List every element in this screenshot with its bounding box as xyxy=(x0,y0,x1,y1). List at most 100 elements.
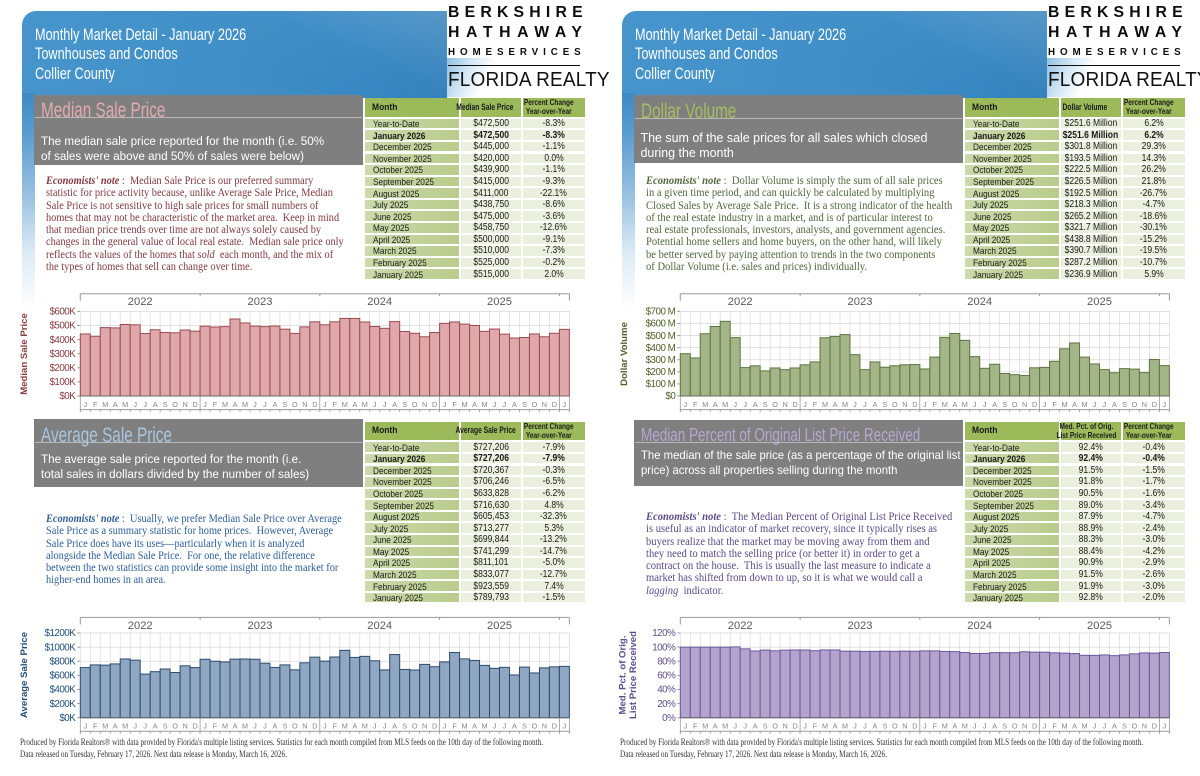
svg-text:$100 M: $100 M xyxy=(646,379,676,390)
svg-text:M: M xyxy=(481,722,487,731)
svg-text:J: J xyxy=(973,722,977,731)
svg-text:D: D xyxy=(912,722,917,731)
svg-text:A: A xyxy=(992,722,997,731)
svg-text:N: N xyxy=(182,722,187,731)
svg-text:F: F xyxy=(693,722,698,731)
svg-text:D: D xyxy=(192,722,197,731)
svg-text:J: J xyxy=(563,722,567,731)
svg-text:A: A xyxy=(753,400,758,409)
svg-text:J: J xyxy=(1043,722,1047,731)
svg-text:S: S xyxy=(882,722,887,731)
svg-text:Median Sale Price: Median Sale Price xyxy=(19,313,30,395)
svg-text:D: D xyxy=(1032,400,1037,409)
svg-text:O: O xyxy=(532,722,538,731)
svg-text:D: D xyxy=(312,400,317,409)
svg-text:20%: 20% xyxy=(657,699,676,710)
svg-text:2022: 2022 xyxy=(128,296,153,308)
svg-text:J: J xyxy=(263,722,267,731)
svg-text:D: D xyxy=(552,400,557,409)
svg-text:O: O xyxy=(172,722,178,731)
svg-text:$600K: $600K xyxy=(49,307,76,318)
svg-text:N: N xyxy=(302,722,307,731)
svg-text:60%: 60% xyxy=(657,671,676,682)
svg-text:J: J xyxy=(493,722,497,731)
svg-text:J: J xyxy=(503,400,507,409)
svg-text:J: J xyxy=(383,400,387,409)
svg-text:J: J xyxy=(1103,400,1107,409)
svg-text:2023: 2023 xyxy=(848,296,873,308)
svg-text:M: M xyxy=(962,722,968,731)
svg-text:M: M xyxy=(722,400,728,409)
svg-text:D: D xyxy=(1152,400,1157,409)
svg-text:J: J xyxy=(853,722,857,731)
svg-text:J: J xyxy=(1103,722,1107,731)
svg-text:2022: 2022 xyxy=(728,296,753,308)
svg-text:2024: 2024 xyxy=(367,296,392,308)
svg-text:M: M xyxy=(822,400,828,409)
svg-text:$600K: $600K xyxy=(49,671,76,682)
svg-text:M: M xyxy=(722,722,728,731)
svg-text:J: J xyxy=(443,722,447,731)
svg-text:J: J xyxy=(203,722,207,731)
svg-text:J: J xyxy=(923,400,927,409)
svg-text:N: N xyxy=(1142,722,1147,731)
svg-text:M: M xyxy=(1062,400,1068,409)
svg-text:J: J xyxy=(203,400,207,409)
svg-text:O: O xyxy=(1012,722,1018,731)
svg-text:O: O xyxy=(292,400,298,409)
svg-text:$500 M: $500 M xyxy=(646,331,676,342)
svg-text:F: F xyxy=(213,722,218,731)
svg-text:J: J xyxy=(323,400,327,409)
svg-text:$200K: $200K xyxy=(49,699,76,710)
svg-text:2023: 2023 xyxy=(248,296,273,308)
svg-text:N: N xyxy=(542,400,547,409)
svg-text:J: J xyxy=(733,722,737,731)
svg-text:M: M xyxy=(942,400,948,409)
svg-text:A: A xyxy=(833,400,838,409)
svg-text:M: M xyxy=(222,400,228,409)
svg-text:S: S xyxy=(522,400,527,409)
svg-text:F: F xyxy=(693,400,698,409)
svg-text:A: A xyxy=(472,400,477,409)
svg-text:M: M xyxy=(942,722,948,731)
svg-text:A: A xyxy=(153,400,158,409)
svg-text:M: M xyxy=(102,722,108,731)
svg-text:$800K: $800K xyxy=(49,656,76,667)
svg-text:2024: 2024 xyxy=(967,296,992,308)
svg-text:M: M xyxy=(242,722,248,731)
svg-text:A: A xyxy=(1112,722,1117,731)
svg-text:A: A xyxy=(233,722,238,731)
svg-text:J: J xyxy=(253,722,257,731)
svg-text:2025: 2025 xyxy=(1087,296,1112,308)
svg-text:$0K: $0K xyxy=(59,713,76,724)
svg-text:A: A xyxy=(352,400,357,409)
svg-text:D: D xyxy=(552,722,557,731)
svg-text:F: F xyxy=(333,722,338,731)
svg-text:2022: 2022 xyxy=(128,620,153,632)
svg-text:S: S xyxy=(402,722,407,731)
svg-text:F: F xyxy=(813,722,818,731)
svg-text:D: D xyxy=(432,722,437,731)
svg-text:M: M xyxy=(1062,722,1068,731)
svg-text:J: J xyxy=(983,400,987,409)
svg-text:M: M xyxy=(1081,722,1087,731)
svg-text:J: J xyxy=(373,400,377,409)
svg-text:$400K: $400K xyxy=(49,335,76,346)
svg-text:N: N xyxy=(542,722,547,731)
svg-text:M: M xyxy=(842,722,848,731)
svg-text:J: J xyxy=(1043,400,1047,409)
svg-text:A: A xyxy=(392,400,397,409)
svg-text:N: N xyxy=(302,400,307,409)
svg-text:M: M xyxy=(342,400,348,409)
svg-text:J: J xyxy=(263,400,267,409)
svg-text:S: S xyxy=(1002,722,1007,731)
svg-text:O: O xyxy=(172,400,178,409)
svg-text:J: J xyxy=(253,400,257,409)
svg-text:J: J xyxy=(323,722,327,731)
svg-text:N: N xyxy=(182,400,187,409)
svg-text:A: A xyxy=(992,400,997,409)
svg-text:D: D xyxy=(312,722,317,731)
svg-text:N: N xyxy=(422,400,427,409)
svg-text:A: A xyxy=(952,400,957,409)
svg-text:N: N xyxy=(782,722,787,731)
